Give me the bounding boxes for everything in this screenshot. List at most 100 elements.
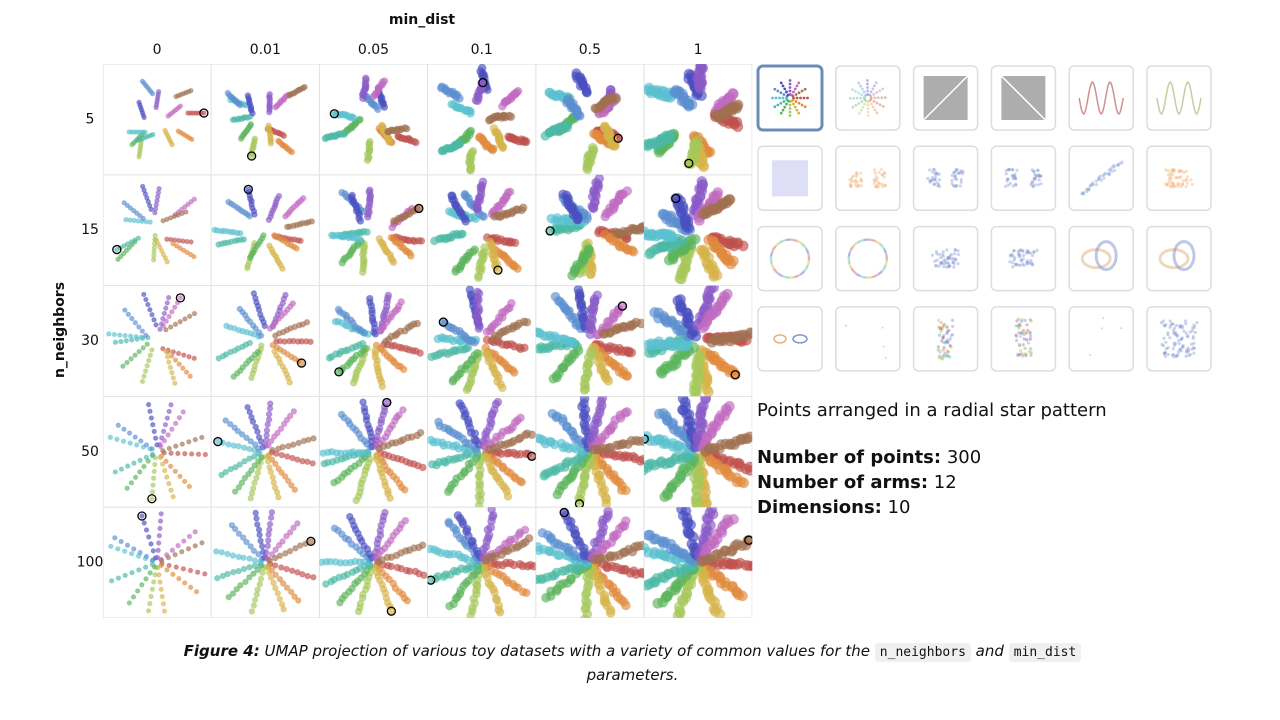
dataset-thumbnail[interactable] xyxy=(1068,65,1134,131)
point xyxy=(728,513,739,525)
thumb-point xyxy=(1175,175,1179,180)
point xyxy=(215,355,222,362)
thumb-point xyxy=(796,239,800,243)
point xyxy=(286,379,293,386)
point xyxy=(297,237,304,245)
dataset-thumbnail[interactable] xyxy=(990,145,1057,212)
point xyxy=(644,529,654,541)
point xyxy=(380,77,389,85)
point xyxy=(303,319,311,326)
thumb-point xyxy=(877,182,882,186)
point xyxy=(358,268,367,276)
thumb-point xyxy=(1033,177,1037,181)
thumb-point xyxy=(877,170,881,175)
dataset-thumbnail[interactable] xyxy=(1068,145,1134,212)
point xyxy=(130,207,137,214)
thumb-point xyxy=(806,263,810,266)
thumb-point xyxy=(776,89,780,93)
thumb-point xyxy=(954,177,959,181)
point xyxy=(192,543,198,549)
point xyxy=(150,482,156,488)
point xyxy=(611,94,622,104)
point xyxy=(378,382,387,391)
thumb-point xyxy=(1037,174,1042,179)
point xyxy=(115,256,121,263)
point xyxy=(138,438,144,444)
point xyxy=(120,363,126,369)
thumb-point xyxy=(772,266,775,270)
thumb-point xyxy=(876,96,880,100)
point xyxy=(149,489,156,495)
dataset-thumbnail[interactable] xyxy=(756,64,824,132)
thumb-point xyxy=(866,100,870,103)
cell xyxy=(211,507,320,619)
point xyxy=(266,520,274,528)
dataset-thumbnail[interactable] xyxy=(835,145,901,212)
point xyxy=(672,295,684,307)
cell xyxy=(103,64,212,175)
point xyxy=(279,443,286,451)
thumb-point xyxy=(1088,184,1092,188)
point xyxy=(237,135,245,142)
point xyxy=(160,601,167,607)
highlight-point xyxy=(744,535,753,545)
thumb-point xyxy=(1103,171,1107,175)
point xyxy=(637,540,644,551)
point xyxy=(620,600,631,611)
point xyxy=(139,78,146,84)
point xyxy=(141,520,147,526)
thumb-point xyxy=(874,81,878,85)
point xyxy=(175,450,181,457)
point xyxy=(118,538,124,545)
point xyxy=(170,494,176,500)
highlight-point xyxy=(137,511,147,521)
thumb-point xyxy=(773,268,776,272)
thumb-point xyxy=(854,174,858,179)
point xyxy=(163,348,169,355)
point xyxy=(213,548,220,555)
point xyxy=(281,473,289,480)
point xyxy=(430,236,439,246)
dataset-thumbnail[interactable] xyxy=(912,65,979,131)
thumb-point xyxy=(1101,173,1105,178)
point xyxy=(245,186,252,193)
point xyxy=(148,593,154,600)
dataset-thumbnail[interactable] xyxy=(835,225,901,292)
dataset-thumbnail[interactable] xyxy=(1146,145,1212,212)
point xyxy=(157,525,163,532)
point xyxy=(269,474,277,481)
dataset-thumbnail[interactable] xyxy=(1146,65,1212,131)
point xyxy=(108,543,114,550)
point xyxy=(547,408,558,419)
point xyxy=(222,417,229,424)
thumb-point xyxy=(868,93,871,97)
point xyxy=(164,259,170,265)
point xyxy=(147,408,153,414)
point xyxy=(269,446,276,454)
dataset-thumbnail[interactable] xyxy=(990,65,1057,131)
thumb-point xyxy=(1014,182,1018,186)
point xyxy=(334,305,343,314)
point xyxy=(159,248,165,254)
thumb-point xyxy=(866,107,870,110)
thumb-diagonal xyxy=(923,75,969,121)
dataset-thumbnail[interactable] xyxy=(835,65,901,131)
thumb-point xyxy=(934,171,938,175)
thumb-point xyxy=(1172,184,1176,188)
point xyxy=(170,375,177,381)
thumb-point xyxy=(1029,182,1033,186)
point xyxy=(227,348,234,356)
dataset-thumbnail[interactable] xyxy=(912,145,979,212)
point xyxy=(657,208,669,220)
thumb-point xyxy=(851,246,854,249)
point xyxy=(580,614,590,619)
point xyxy=(182,580,188,586)
point xyxy=(683,157,695,169)
thumb-point xyxy=(929,179,933,183)
point xyxy=(156,532,163,539)
dataset-thumbnail[interactable] xyxy=(757,145,823,212)
point xyxy=(275,494,282,501)
point xyxy=(609,141,620,152)
dataset-thumbnail[interactable] xyxy=(757,225,823,292)
point xyxy=(118,338,124,345)
